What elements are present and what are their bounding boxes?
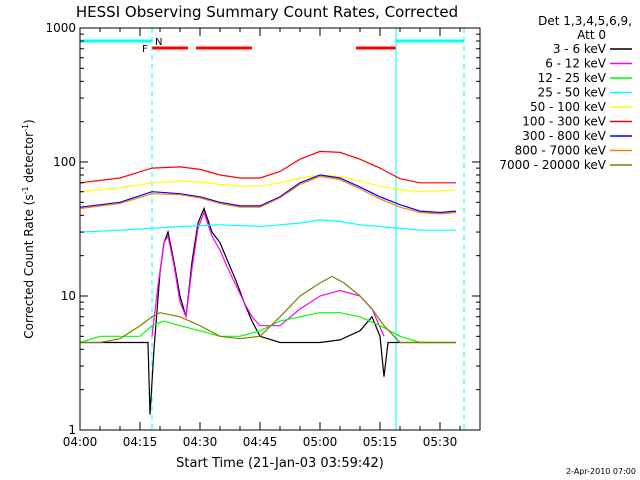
series-line-5 xyxy=(79,150,456,184)
y-axis-label-sup1: -1 xyxy=(21,186,30,194)
legend-label-6: 300 - 800 keV xyxy=(522,129,606,143)
series-line-0 xyxy=(80,206,456,415)
series-line-3 xyxy=(79,219,456,233)
x-tick-label-6: 05:30 xyxy=(423,435,458,449)
x-tick-label-3: 04:45 xyxy=(243,435,278,449)
x-tick-label-1: 04:15 xyxy=(123,435,158,449)
x-axis-label: Start Time (21-Jan-03 03:59:42) xyxy=(176,456,384,471)
legend-header-1: Det 1,3,4,5,6,9, xyxy=(538,14,632,28)
y-tick-label-3: 1000 xyxy=(45,21,76,35)
y-tick-label-0: 1 xyxy=(68,423,76,437)
legend-label-0: 3 - 6 keV xyxy=(553,42,607,56)
x-axis-ticks: 04:00 04:15 04:30 04:45 05:00 05:15 05:30 xyxy=(63,28,461,449)
legend-label-4: 50 - 100 keV xyxy=(530,100,607,114)
y-axis-label-main: Corrected Count Rate (s xyxy=(22,194,36,338)
night-flag-label: N xyxy=(155,37,162,48)
series-line-7 xyxy=(79,175,457,215)
legend-label-2: 12 - 25 keV xyxy=(538,71,607,85)
y-axis-label-end: ) xyxy=(22,119,36,124)
legend-label-7: 800 - 7000 keV xyxy=(515,144,607,158)
x-tick-label-2: 04:30 xyxy=(183,435,218,449)
y-axis-ticks: 1 10 100 1000 xyxy=(45,21,480,437)
plot-lines xyxy=(79,150,457,415)
series-line-2 xyxy=(79,312,456,344)
y-tick-label-1: 10 xyxy=(61,289,76,303)
x-tick-label-4: 05:00 xyxy=(303,435,338,449)
y-axis-label: Corrected Count Rate (s-1 detector-1) xyxy=(21,119,36,338)
series-line-8 xyxy=(80,275,456,344)
legend-header-2: Att 0 xyxy=(577,28,606,42)
legend-label-8: 7000 - 20000 keV xyxy=(499,158,606,172)
footer-timestamp: 2-Apr-2010 07:00 xyxy=(566,467,636,476)
legend-label-1: 6 - 12 keV xyxy=(545,57,607,71)
chart-title: HESSI Observing Summary Count Rates, Cor… xyxy=(76,3,458,21)
flags-layer: N F xyxy=(80,28,465,430)
series-line-6 xyxy=(79,174,457,214)
x-tick-label-0: 04:00 xyxy=(63,435,98,449)
flare-flag-label: F xyxy=(142,44,148,55)
x-tick-label-5: 05:15 xyxy=(363,435,398,449)
legend-label-5: 100 - 300 keV xyxy=(522,115,606,129)
y-axis-label-sup2: -1 xyxy=(21,124,30,132)
series-line-4 xyxy=(79,174,457,193)
series-line-1 xyxy=(151,210,385,337)
legend-label-3: 25 - 50 keV xyxy=(538,86,607,100)
y-axis-label-mid: detector xyxy=(22,132,36,187)
y-tick-label-2: 100 xyxy=(53,155,76,169)
